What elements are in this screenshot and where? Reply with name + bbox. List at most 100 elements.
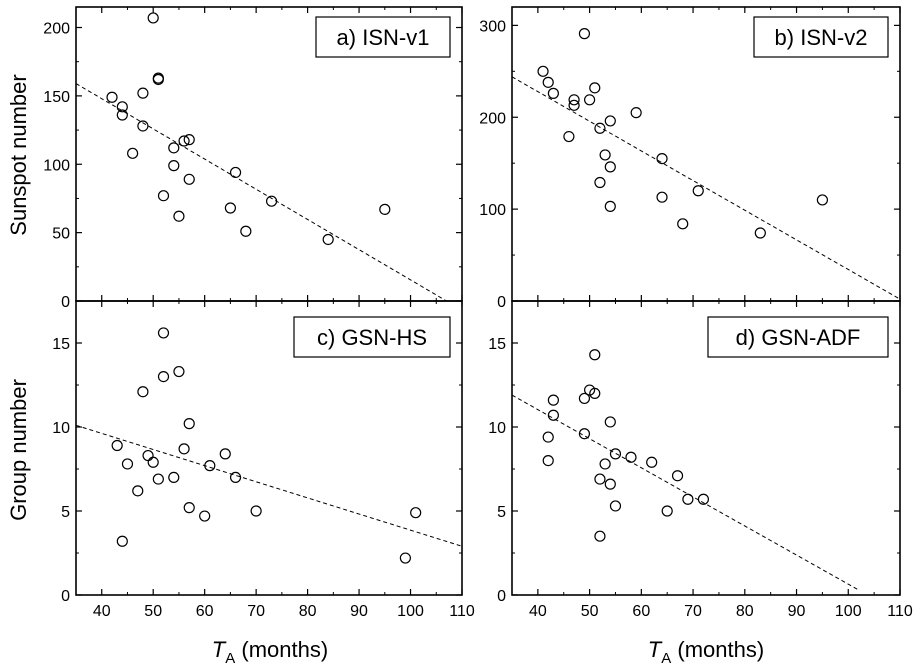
data-point [137, 87, 149, 99]
data-point [547, 409, 559, 421]
data-point [542, 76, 554, 88]
data-point [168, 160, 180, 172]
data-point [568, 99, 580, 111]
data-point [250, 505, 262, 517]
data-point [178, 135, 190, 147]
x-tick-label: 100 [397, 603, 424, 620]
data-point [183, 502, 195, 514]
data-point [183, 173, 195, 185]
data-point [173, 210, 185, 222]
y-tick-label: 15 [488, 336, 506, 353]
chart-panel: 0 50 100 150 200 a) ISN-v1 [43, 6, 463, 311]
y-tick-label: 0 [497, 588, 506, 605]
data-point [168, 142, 180, 154]
panel-label-box [315, 16, 451, 58]
plot-frame [511, 300, 901, 596]
data-point [106, 91, 118, 103]
data-point [204, 460, 216, 472]
y-tick-label: 200 [43, 21, 70, 38]
data-point [224, 202, 236, 214]
data-point [157, 371, 170, 383]
data-point [671, 470, 684, 482]
data-point [157, 190, 170, 202]
data-point [547, 394, 559, 406]
data-point [111, 439, 123, 452]
data-point [229, 471, 242, 483]
data-point [229, 166, 242, 179]
panel-label: c) GSN-HS [317, 325, 427, 350]
data-point [265, 195, 278, 207]
y-tick-label: 15 [52, 336, 70, 353]
x-tick-label: 90 [788, 603, 806, 620]
data-point [594, 176, 606, 189]
data-point [583, 94, 596, 106]
data-point [599, 149, 611, 161]
data-point [183, 134, 195, 146]
data-point [578, 28, 591, 40]
data-point [178, 443, 190, 455]
data-point [147, 12, 159, 24]
panel-label: d) GSN-ADF [736, 325, 861, 350]
y-tick-label: 10 [488, 420, 506, 437]
data-point [157, 327, 170, 339]
data-point [630, 107, 642, 119]
data-point [589, 387, 601, 399]
chart-panel: 40 50 60 70 80 90 100 110 0 5 10 15 c) GSN-HS [52, 300, 475, 620]
data-point [599, 458, 611, 470]
data-point [604, 478, 616, 490]
y-tick-label: 0 [497, 294, 506, 311]
data-point [594, 530, 606, 542]
x-tick-label: 50 [581, 603, 599, 620]
trend-line [75, 83, 447, 302]
x-tick-label: 50 [144, 603, 162, 620]
data-point [754, 227, 766, 239]
x-axis-label-sub: A [661, 650, 671, 666]
data-point [656, 191, 668, 203]
data-point [646, 456, 658, 468]
y-tick-label: 200 [479, 110, 506, 127]
data-point [816, 194, 829, 206]
data-point [137, 386, 149, 398]
trend-line [511, 76, 901, 300]
x-axis-label-main: T [212, 637, 227, 662]
y-axis-label-group: Group number [6, 379, 31, 521]
data-point [410, 507, 422, 519]
x-tick-label: 90 [350, 603, 368, 620]
data-point [697, 493, 710, 505]
chart-panel: 40 50 60 70 80 90 100 110 0 5 10 15 d) GSN-ADF [488, 300, 913, 620]
data-point [240, 225, 252, 237]
data-point [219, 448, 231, 460]
data-point [604, 416, 616, 428]
data-point [594, 122, 606, 134]
data-point [121, 458, 134, 470]
trend-line [511, 394, 859, 591]
x-tick-label: 110 [449, 603, 475, 620]
data-point [609, 500, 622, 512]
data-point [578, 392, 591, 405]
y-tick-label: 0 [61, 588, 70, 605]
x-tick-label: 40 [529, 603, 547, 620]
y-tick-label: 150 [43, 89, 70, 106]
panel-label-box [293, 316, 451, 358]
data-point [132, 485, 144, 497]
data-point [682, 493, 694, 505]
data-point [137, 120, 149, 132]
data-point [609, 448, 622, 460]
data-point [147, 456, 159, 468]
data-point [594, 473, 606, 485]
y-tick-label: 10 [52, 420, 70, 437]
x-tick-label: 100 [835, 603, 862, 620]
y-tick-label: 5 [497, 504, 506, 521]
y-tick-label: 0 [61, 294, 70, 311]
x-axis-label-main: T [648, 637, 663, 662]
y-tick-label: 100 [479, 202, 506, 219]
data-point [142, 449, 154, 462]
data-point [199, 510, 211, 522]
data-point [578, 428, 591, 440]
data-point [183, 418, 195, 430]
y-tick-label: 300 [479, 18, 506, 35]
data-point [399, 552, 411, 564]
y-tick-label: 50 [52, 226, 70, 243]
